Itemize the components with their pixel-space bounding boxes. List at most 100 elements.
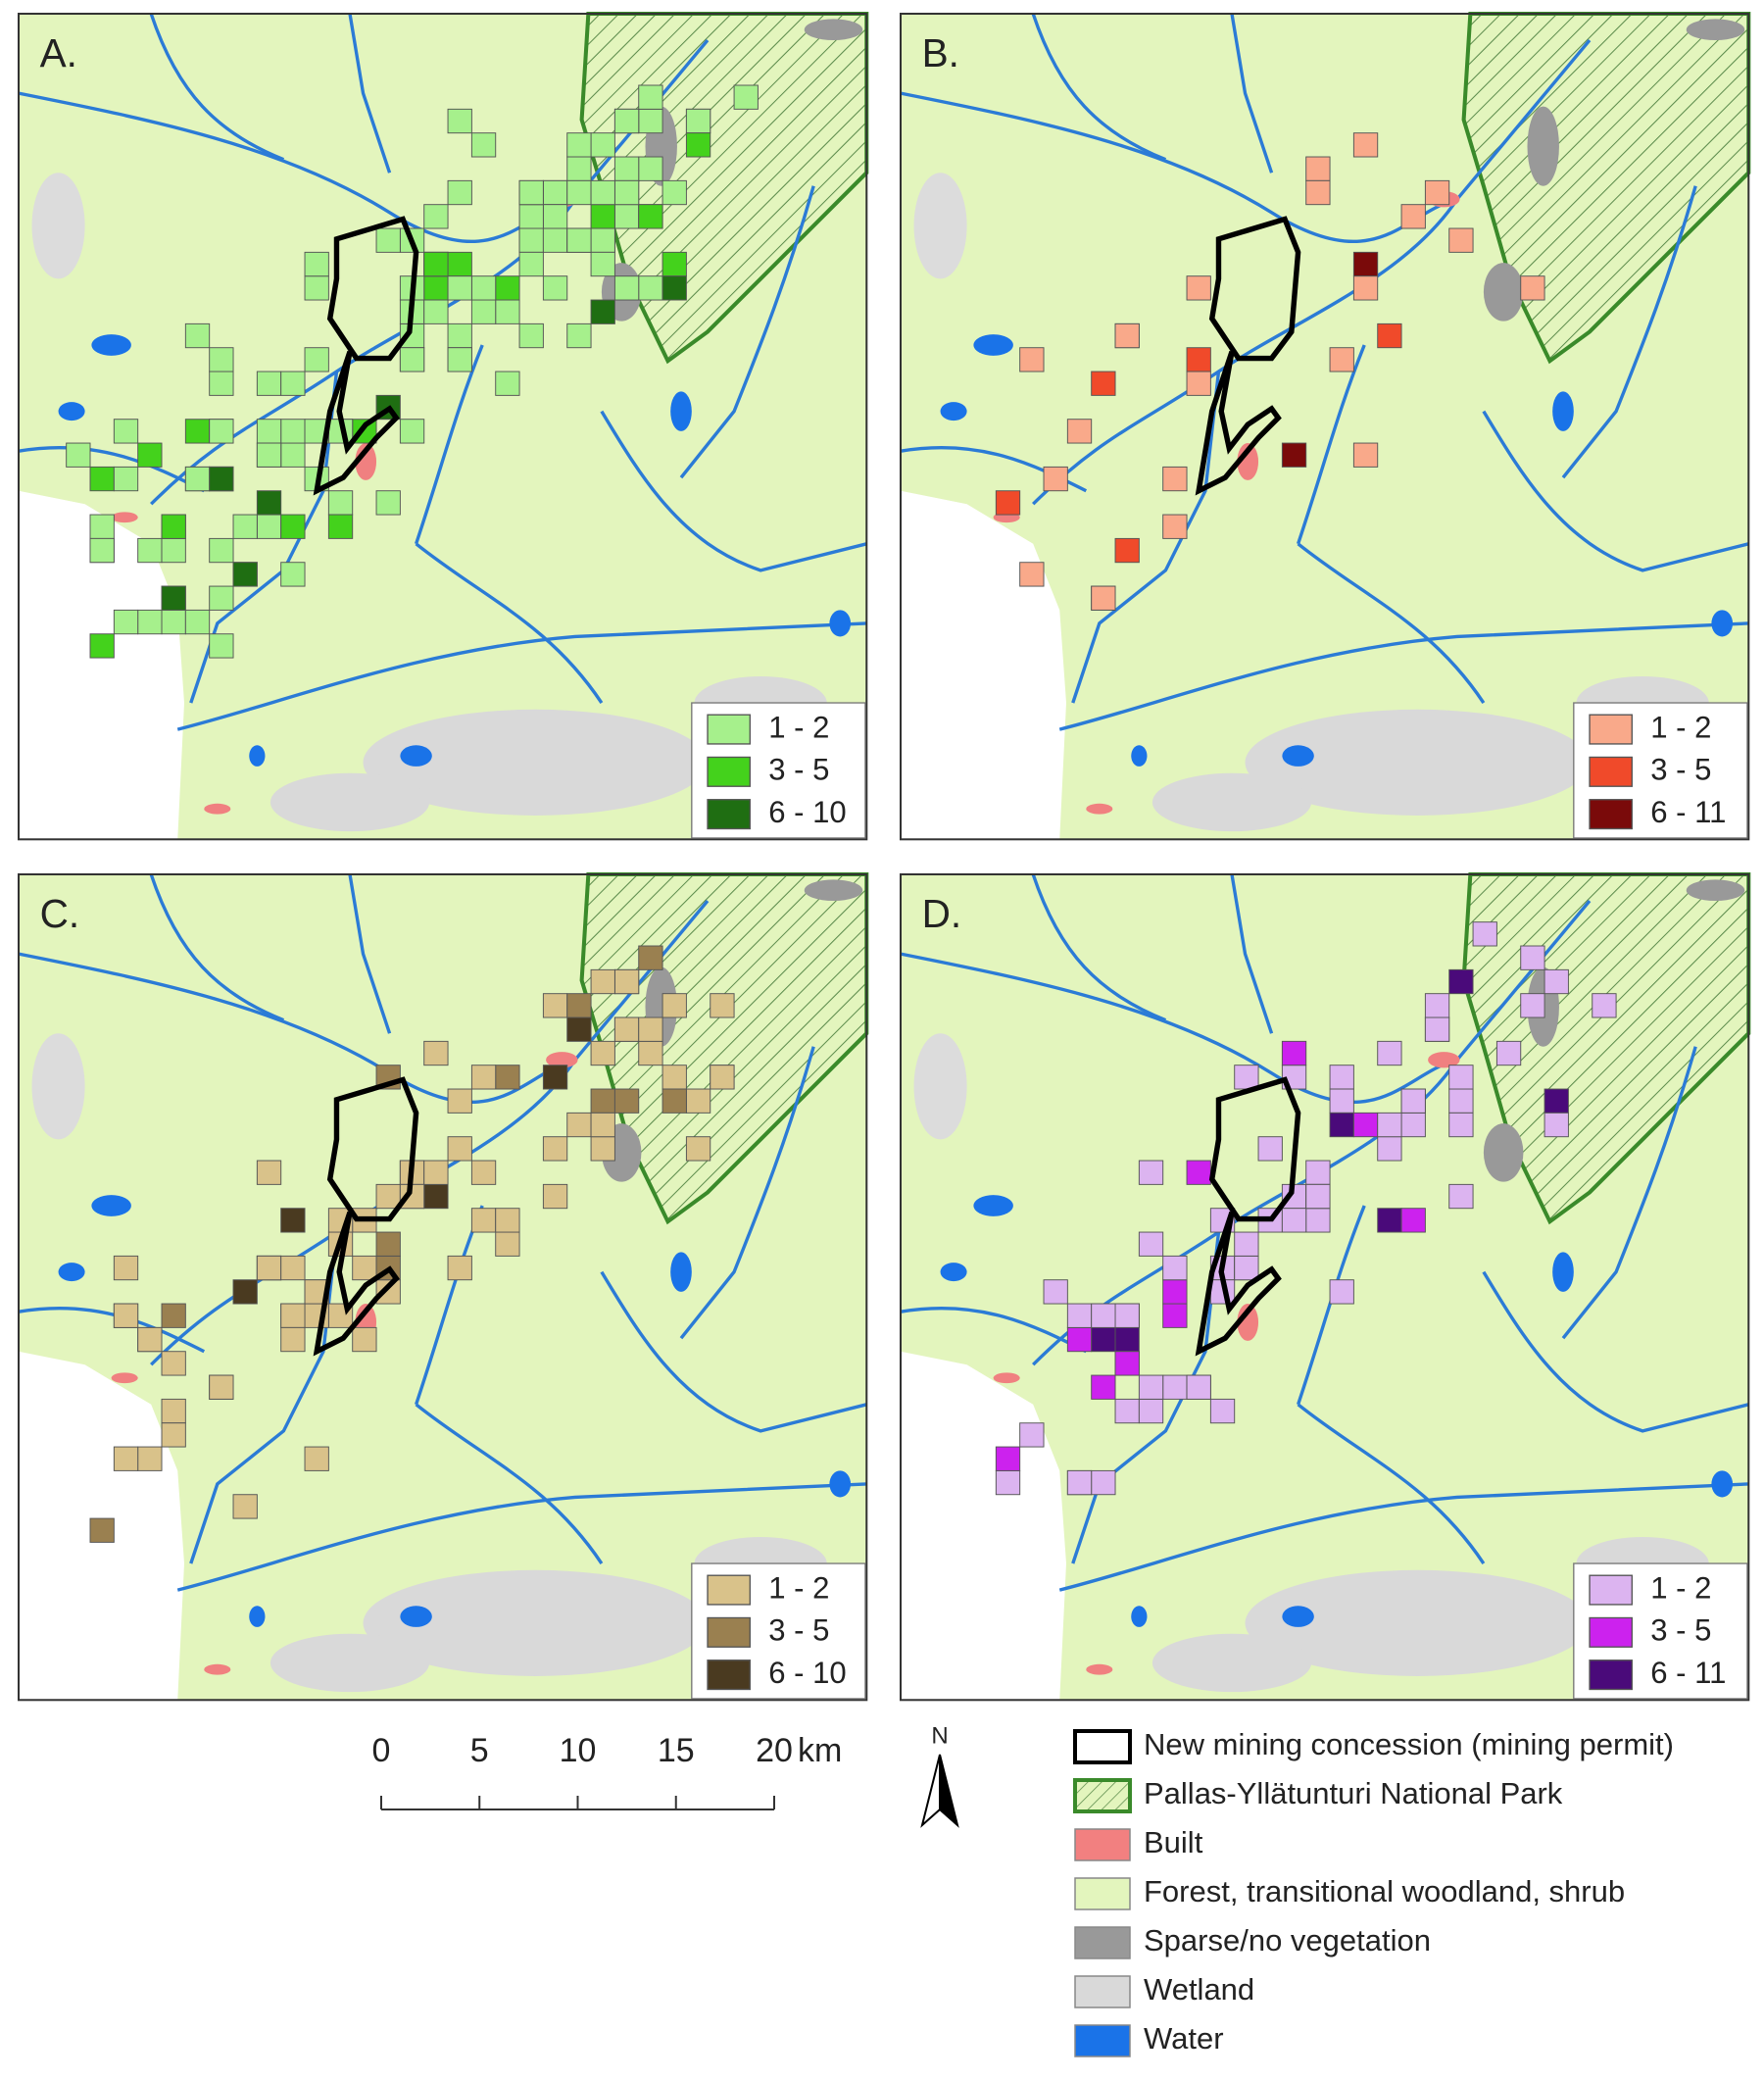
grid-cell: [209, 585, 234, 611]
grid-cell: [1544, 1112, 1569, 1138]
grid-cell: [1520, 275, 1545, 301]
grid-cell: [256, 1160, 282, 1185]
grid-cell: [447, 1255, 472, 1281]
grid-cell: [304, 1446, 329, 1471]
legend-swatch: [707, 1574, 751, 1606]
grid-cell: [1091, 1303, 1116, 1328]
grid-cell: [280, 1303, 306, 1328]
grid-cell: [613, 108, 640, 134]
legend-swatch: [1074, 1975, 1131, 2008]
grid-cell: [1186, 275, 1211, 301]
grid-cell: [1162, 1279, 1188, 1305]
grid-cell: [638, 204, 663, 229]
legend-swatch: [1073, 1778, 1132, 1813]
grid-cell: [590, 1040, 615, 1066]
grid-cell: [590, 1136, 615, 1162]
grid-cell: [184, 466, 211, 492]
grid-cell: [1066, 1326, 1093, 1353]
grid-cell: [590, 1112, 615, 1138]
concession-outline: [326, 216, 419, 362]
grid-cell: [423, 299, 449, 324]
grid-cell: [1162, 1374, 1188, 1400]
grid-cell: [1091, 1374, 1116, 1400]
grid-cell: [352, 1326, 377, 1353]
grid-cell: [1138, 1231, 1164, 1257]
grid-cell: [1234, 1255, 1259, 1281]
grid-cell: [423, 1160, 449, 1185]
legend-swatch: [707, 714, 751, 745]
grid-cell: [1114, 1398, 1140, 1424]
grid-cell: [447, 347, 472, 372]
grid-cell: [1329, 347, 1354, 372]
grid-cell: [256, 1255, 282, 1281]
grid-cell: [1448, 1065, 1474, 1090]
legend-swatch: [707, 1660, 751, 1691]
scale-label: 10: [560, 1732, 597, 1769]
grid-cell: [613, 156, 640, 181]
grid-cell: [352, 1255, 377, 1281]
grid-cell: [399, 419, 425, 444]
grid-cell: [1305, 1160, 1331, 1185]
legend-label: 6 - 11: [1650, 795, 1726, 829]
grid-cell: [161, 514, 186, 539]
legend-label: 1 - 2: [1650, 710, 1711, 744]
grid-cell: [518, 322, 544, 349]
scale-label: 0: [372, 1732, 391, 1769]
grid-cell: [280, 442, 306, 468]
grid-cell: [113, 1255, 139, 1281]
grid-cell: [280, 1326, 306, 1353]
legend-swatch: [1074, 1877, 1131, 1910]
grid-cell: [710, 993, 735, 1018]
grid-cell: [566, 227, 592, 253]
grid-cell: [447, 108, 472, 134]
grid-cell: [1281, 442, 1307, 468]
grid-cell: [1138, 1398, 1164, 1424]
legend-swatch: [1589, 714, 1633, 745]
legend-label: Sparse/no vegetation: [1144, 1923, 1431, 1957]
grid-cell: [1066, 1469, 1093, 1496]
grid-cell: [1352, 251, 1379, 277]
grid-cell: [137, 442, 163, 468]
grid-cell: [518, 227, 544, 253]
grid-cell: [613, 968, 640, 995]
concession-outline: [1195, 1211, 1282, 1357]
grid-cell: [1352, 132, 1379, 158]
grid-cell: [1377, 1136, 1402, 1162]
grid-cell: [280, 1208, 306, 1233]
grid-cell: [470, 1160, 497, 1185]
grid-cell: [161, 1422, 186, 1448]
concession-outline: [1195, 350, 1282, 496]
north-arrow: [920, 1754, 941, 1828]
grid-cell: [423, 1040, 449, 1066]
grid-cell: [590, 132, 615, 158]
grid-cell: [613, 1016, 640, 1042]
grid-cell: [495, 1231, 520, 1257]
grid-cell: [1448, 1112, 1474, 1138]
grid-cell: [447, 179, 472, 206]
grid-cell: [1186, 347, 1211, 372]
grid-cell: [209, 371, 234, 396]
grid-cell: [423, 204, 449, 229]
grid-cell: [232, 562, 258, 587]
grid-cell: [1424, 1016, 1450, 1042]
grid-cell: [89, 537, 115, 564]
grid-cell: [518, 179, 544, 206]
concession-outline: [1208, 1076, 1301, 1222]
panel-frame: [899, 12, 1750, 841]
grid-cell: [1400, 1208, 1426, 1233]
grid-cell: [518, 251, 544, 277]
grid-cell: [1114, 1326, 1140, 1353]
grid-cell: [137, 537, 163, 564]
grid-cell: [89, 514, 115, 539]
grid-cell: [113, 1303, 139, 1328]
grid-cell: [1495, 1040, 1522, 1066]
legend-label: 1 - 2: [768, 1570, 829, 1605]
legend-label: Water: [1144, 2021, 1224, 2056]
grid-cell: [1066, 1303, 1093, 1328]
legend-label: 3 - 5: [1650, 1613, 1711, 1648]
grid-cell: [1114, 1303, 1140, 1328]
grid-cell: [161, 585, 186, 611]
grid-cell: [1305, 1183, 1331, 1210]
grid-cell: [542, 1136, 568, 1162]
grid-cell: [1448, 1183, 1474, 1210]
